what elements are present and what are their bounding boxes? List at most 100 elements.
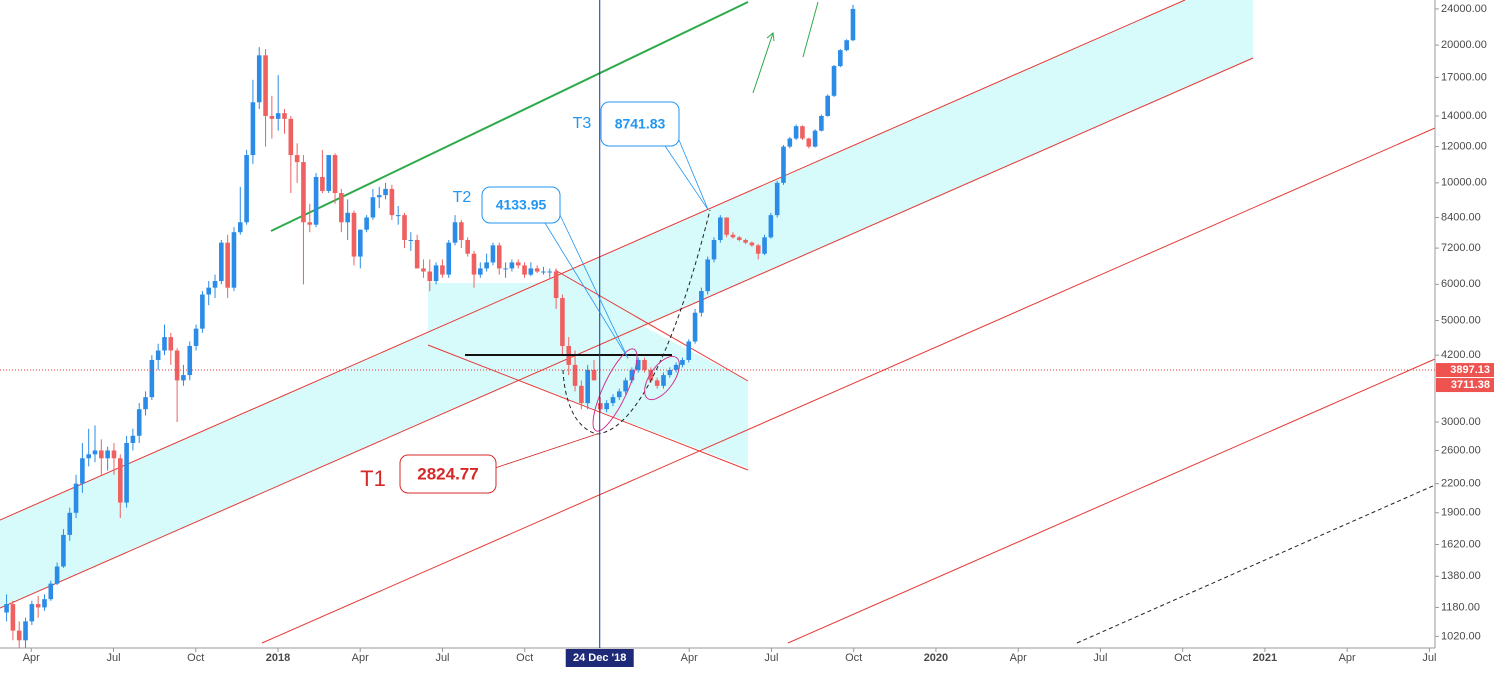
candle-body — [181, 375, 186, 381]
candle-body — [642, 359, 647, 370]
candle-body — [838, 50, 843, 67]
candle-body — [844, 40, 849, 51]
candle-body — [484, 262, 489, 269]
price-label: 3897.13 — [1450, 364, 1490, 376]
candle-body — [54, 566, 60, 584]
candle-body — [654, 380, 660, 386]
candle-body — [421, 268, 426, 272]
candle-body — [667, 369, 673, 376]
candle-body — [187, 345, 193, 376]
x-tick-label: Apr — [681, 652, 698, 664]
y-tick-label: 6000.00 — [1441, 278, 1481, 290]
candle-body — [825, 95, 831, 116]
x-tick-label: Jul — [1422, 652, 1436, 664]
callout-name: T1 — [360, 466, 386, 491]
candle-body — [275, 113, 281, 119]
candle-body — [149, 359, 155, 398]
candle-body — [206, 287, 212, 295]
candle-body — [155, 350, 161, 360]
candle-body — [313, 176, 319, 225]
candle-body — [237, 222, 243, 233]
candle-body — [585, 369, 590, 404]
candle-body — [673, 364, 679, 370]
candle-body — [408, 239, 414, 241]
x-tick-label: 2020 — [924, 652, 948, 664]
candle-body — [105, 450, 110, 459]
dashed-line — [1076, 484, 1436, 644]
candle-body — [200, 294, 205, 329]
y-tick-label: 1020.00 — [1441, 630, 1481, 642]
candle-body — [48, 583, 54, 600]
candle-body — [560, 298, 565, 346]
candle-body — [718, 217, 723, 240]
channel-line — [0, 57, 1254, 609]
candle-body — [269, 115, 275, 119]
callout-name: T3 — [573, 115, 592, 132]
candle-body — [553, 271, 559, 299]
candle-body — [111, 450, 117, 459]
candle-body — [440, 265, 445, 275]
x-tick-label: Apr — [352, 652, 369, 664]
candle-body — [143, 397, 148, 410]
price-label-bg — [1436, 378, 1494, 393]
candle-body — [572, 364, 578, 386]
candle-body — [623, 380, 628, 392]
candle-body — [490, 245, 496, 263]
candle-body — [162, 337, 167, 351]
candle-body — [231, 232, 237, 288]
candle-body — [376, 195, 382, 198]
price-axis — [1435, 0, 1494, 669]
candle-body — [16, 630, 22, 641]
candle-body — [452, 222, 458, 243]
y-tick-label: 5000.00 — [1441, 314, 1481, 326]
candle-body — [433, 265, 439, 282]
x-tick-label: Oct — [1174, 652, 1191, 664]
candles — [4, 4, 856, 662]
callout-pointer — [559, 214, 629, 359]
crosshair-label: 24 Dec '18 — [573, 652, 626, 664]
projection-path — [562, 209, 711, 435]
candle-body — [648, 369, 654, 381]
candle-body — [459, 222, 464, 240]
candle-body — [591, 369, 597, 381]
candle-body — [831, 66, 837, 96]
candle-body — [787, 138, 793, 147]
x-tick-label: 2018 — [266, 652, 290, 664]
callout-pointer — [494, 433, 598, 469]
candle-body — [256, 55, 262, 103]
y-tick-label: 20000.00 — [1441, 39, 1487, 51]
candle-body — [680, 359, 685, 365]
candle-body — [402, 215, 407, 240]
candle-body — [465, 239, 470, 254]
candle-body — [23, 621, 28, 641]
y-tick-label: 4200.00 — [1441, 349, 1481, 361]
candle-body — [124, 442, 129, 503]
candle-body — [193, 328, 199, 346]
x-tick-label: 2021 — [1253, 652, 1277, 664]
candle-body — [446, 242, 452, 275]
callout-name: T2 — [453, 189, 472, 206]
candle-body — [762, 237, 767, 254]
candle-body — [522, 265, 527, 275]
candle-body — [635, 359, 641, 370]
candle-body — [339, 193, 344, 223]
candle-body — [661, 375, 666, 386]
candle-body — [4, 604, 9, 613]
callout-value: 8741.83 — [615, 116, 666, 132]
candle-body — [755, 245, 761, 254]
y-tick-label: 24000.00 — [1441, 3, 1487, 15]
candle-body — [743, 239, 748, 243]
candle-body — [806, 138, 812, 147]
y-tick-label: 14000.00 — [1441, 110, 1487, 122]
candle-body — [117, 458, 123, 503]
arrow — [802, 1, 819, 58]
y-tick-label: 17000.00 — [1441, 71, 1487, 83]
price-label-bg — [1436, 363, 1494, 378]
candle-body — [793, 126, 799, 139]
y-tick-label: 1380.00 — [1441, 570, 1481, 582]
y-tick-label: 1900.00 — [1441, 507, 1481, 519]
y-tick-label: 1180.00 — [1441, 601, 1480, 613]
candle-body — [80, 458, 85, 484]
